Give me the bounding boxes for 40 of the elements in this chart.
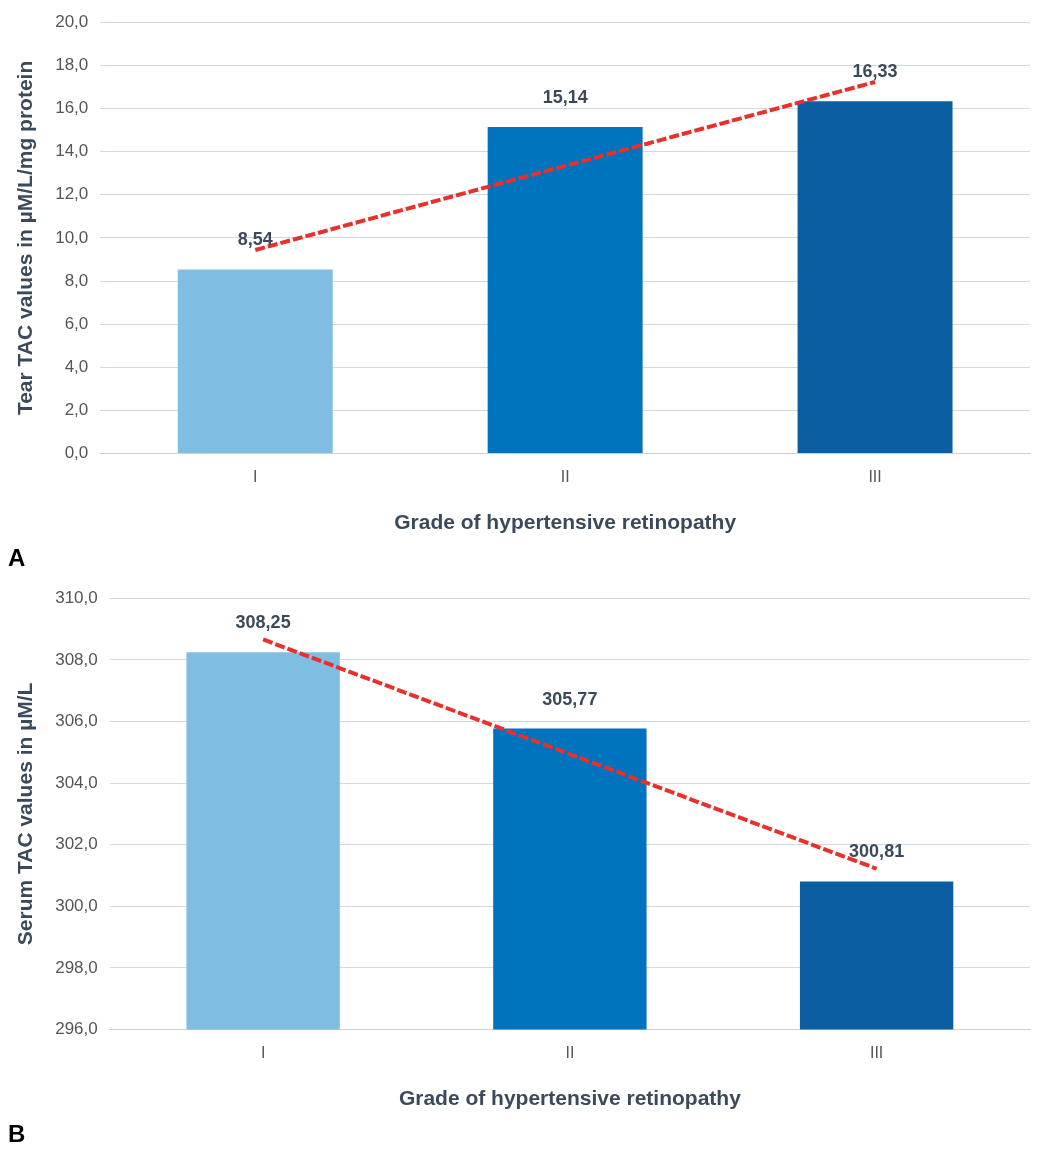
bar <box>797 101 953 454</box>
y-axis-title: Tear TAC values in µM/L/mg protein <box>13 60 37 416</box>
x-axis-title: Grade of hypertensive retinopathy <box>398 1086 742 1110</box>
data-label: 8,54 <box>237 229 273 250</box>
x-tick-label: II <box>565 1043 575 1061</box>
y-tick-label: 14,0 <box>55 141 89 161</box>
y-tick-label: 6,0 <box>64 313 89 333</box>
y-tick-label: 12,0 <box>55 184 89 204</box>
bar <box>487 127 643 454</box>
data-label: 300,81 <box>849 841 905 862</box>
y-tick-label: 300,0 <box>55 896 98 916</box>
y-tick-label: 298,0 <box>55 957 98 977</box>
bar <box>177 269 333 454</box>
y-tick-label: 20,0 <box>55 11 89 31</box>
x-tick-label: II <box>560 467 570 485</box>
y-tick-label: 302,0 <box>55 834 98 854</box>
y-tick-label: 4,0 <box>64 357 89 377</box>
data-label: 308,25 <box>235 612 291 633</box>
x-axis-title: Grade of hypertensive retinopathy <box>394 510 737 534</box>
y-tick-label: 10,0 <box>55 227 89 247</box>
text: A <box>8 544 26 572</box>
data-label: 305,77 <box>542 688 598 709</box>
y-tick-label: 18,0 <box>55 55 89 75</box>
x-tick-label: III <box>868 467 882 485</box>
x-tick-label: I <box>260 1043 266 1061</box>
x-tick-label: I <box>253 467 258 485</box>
y-tick-label: 0,0 <box>64 443 89 463</box>
data-label: 16,33 <box>852 61 898 82</box>
text: B <box>8 1120 26 1148</box>
y-tick-label: 310,0 <box>55 587 98 607</box>
data-label: 15,14 <box>542 87 588 107</box>
y-tick-label: 308,0 <box>55 649 98 669</box>
x-tick-label: III <box>869 1043 884 1061</box>
y-tick-label: 304,0 <box>55 772 98 792</box>
y-tick-label: 2,0 <box>64 400 89 420</box>
y-tick-label: 306,0 <box>55 711 98 731</box>
y-tick-label: 296,0 <box>55 1019 98 1039</box>
y-tick-label: 8,0 <box>64 270 89 290</box>
y-axis-title: Serum TAC values in µM/L <box>13 682 37 946</box>
y-tick-label: 16,0 <box>55 98 89 118</box>
